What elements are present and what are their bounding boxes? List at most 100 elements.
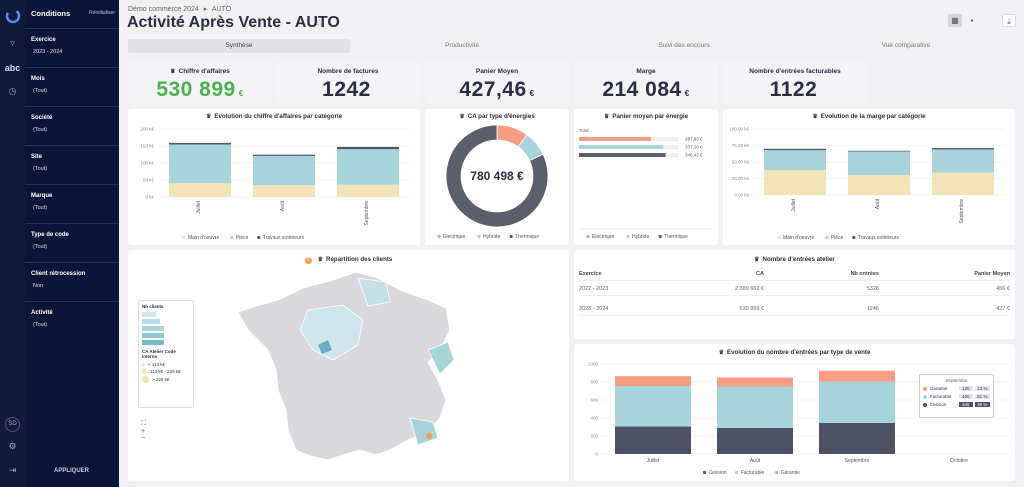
map-legend-value: 113 k€ - 226 k€ <box>150 369 181 374</box>
tooltip-row: Garantie 120 13 % <box>923 386 990 391</box>
table-header-cell[interactable]: CA <box>756 271 764 277</box>
kpi-label: Marge <box>636 68 656 75</box>
user-avatar[interactable]: SD <box>0 417 25 432</box>
legend-label: Hybride <box>632 234 649 240</box>
tooltip-row: Cession 345 36 % <box>923 402 990 407</box>
ca-energy-title: CA par type d'énergies <box>467 113 535 120</box>
filter-value[interactable]: (Tout) <box>33 244 48 250</box>
filter-label: Mois <box>31 76 45 82</box>
table-cell: 5326 <box>866 286 879 292</box>
y-tick-label: 0 k€ <box>145 195 154 200</box>
bar-thermique <box>579 153 666 157</box>
filter-icon[interactable]: ▿ <box>10 38 15 48</box>
apply-button[interactable]: APPLIQUER <box>54 468 90 474</box>
favorite-star-icon[interactable]: ☆ <box>315 18 324 29</box>
crown-icon: ♛ <box>754 257 760 263</box>
list-view-icon[interactable]: ▪ <box>965 14 979 27</box>
filter-group[interactable]: Exercice 2023 - 2024 <box>25 28 119 67</box>
tab-3[interactable]: Vue comparative <box>881 42 931 49</box>
download-icon[interactable]: ⤓ <box>1002 14 1016 27</box>
legend-label: Main d'oeuvre <box>188 235 219 241</box>
y-tick-label: 75,00 k€ <box>732 143 750 148</box>
abc-icon[interactable]: abc <box>4 63 21 73</box>
table-row[interactable]: 2022 - 2023 2 389 662 € 5326 456 € <box>579 283 1010 296</box>
breadcrumb-page[interactable]: AUTO <box>211 6 232 13</box>
filter-group[interactable]: Société (Tout) <box>25 106 119 145</box>
table-header-cell[interactable]: Nb entrées <box>850 271 879 277</box>
zoom-in-button[interactable]: + <box>141 428 146 435</box>
tooltip-label: Cession <box>929 402 947 407</box>
y-tick-label: 150 k€ <box>140 144 154 149</box>
tab-0[interactable]: Synthèse <box>128 39 350 53</box>
tooltip-count: 120 <box>958 386 973 391</box>
kpi-card: Marge 214 084 € <box>574 61 718 104</box>
ca-category-chart: 0 k€ 50 k€ 100 k€ 150 k€ 200 k€ Juillet Août Se… <box>140 127 410 241</box>
filter-group[interactable]: Client rétrocession Non <box>25 262 119 301</box>
tab-1[interactable]: Productivité <box>445 42 479 49</box>
settings-gear-icon[interactable]: ⚙ <box>8 441 17 451</box>
table-header-cell[interactable]: Exercice <box>579 271 602 277</box>
legend-marker <box>182 235 186 240</box>
filter-value[interactable]: (Tout) <box>33 127 48 133</box>
filter-group[interactable]: Site (Tout) <box>25 145 119 184</box>
kpi-card: Panier Moyen 427,46 € <box>425 61 569 104</box>
ca-category-title: Evolution du chiffre d'affaires par caté… <box>214 113 343 120</box>
panier-energy-title: Panier moyen par énergie <box>612 113 689 120</box>
filters-title: Conditions <box>31 9 71 18</box>
table-header-cell[interactable]: Panier Moyen <box>974 271 1010 277</box>
map-legend-item: < 113 k€ <box>142 362 190 367</box>
icon-rail: ▿ abc ◷ SD ⚙ ⇥ <box>0 0 25 487</box>
filter-value[interactable]: 2023 - 2024 <box>33 49 63 55</box>
help-icon[interactable]: ? <box>304 257 312 264</box>
bar-facturable <box>717 386 793 428</box>
reset-button[interactable]: Réinitialiser <box>89 10 115 16</box>
breadcrumb-project[interactable]: Démo commerce 2024 <box>128 6 199 13</box>
zoom-out-button[interactable]: − <box>141 435 146 442</box>
table-row[interactable]: 2023 - 2024 530 899 € 1246 427 € <box>579 303 1010 316</box>
legend-label: Travaux extérieurs <box>263 235 305 241</box>
kpi-value: 427,46 <box>459 78 527 101</box>
y-tick-label: 200 <box>590 434 598 439</box>
legend-label: Hybride <box>483 234 500 240</box>
fit-icon[interactable]: ⛶ <box>141 420 146 427</box>
legend-marker <box>230 235 234 240</box>
bar-main-d-oeuvre <box>253 185 315 197</box>
bar-pi-ce <box>932 149 994 173</box>
grid-view-icon[interactable]: ▦ <box>948 14 962 27</box>
legend-marker <box>626 234 630 239</box>
logout-icon[interactable]: ⇥ <box>8 465 17 475</box>
crown-icon: ♛ <box>459 114 465 120</box>
y-tick-label: 1000 <box>588 362 599 367</box>
filter-value[interactable]: (Tout) <box>33 322 48 328</box>
filter-label: Activité <box>31 310 53 316</box>
legend-marker <box>477 234 481 239</box>
entries-table-title: Nombre d'entrées atelier <box>762 256 835 263</box>
filter-group[interactable]: Mois (Tout) <box>25 67 119 106</box>
x-tick-label: Octobre <box>950 458 968 464</box>
crown-icon: ♛ <box>205 114 212 120</box>
clock-icon[interactable]: ◷ <box>8 86 17 96</box>
filter-group[interactable]: Type de code (Tout) <box>25 223 119 262</box>
filter-value[interactable]: Non <box>33 283 44 289</box>
map-legend-item: > 226 k€ <box>142 376 190 383</box>
y-tick-label: 200 k€ <box>140 127 154 132</box>
legend-label: Travaux extérieurs <box>858 235 900 241</box>
kpi-label: Panier Moyen <box>475 68 519 75</box>
table-cell: 2022 - 2023 <box>579 286 609 292</box>
filter-value[interactable]: (Tout) <box>33 205 48 211</box>
breadcrumb: Démo commerce 2024 ▸ AUTO <box>128 6 232 13</box>
filter-group[interactable]: Activité (Tout) <box>25 301 119 340</box>
y-tick-label: 100,00 k€ <box>729 127 749 132</box>
bar-garantie <box>819 370 895 382</box>
france-map[interactable] <box>128 250 569 481</box>
tooltip-pct: 51 % <box>974 394 990 399</box>
filter-value[interactable]: (Tout) <box>33 166 48 172</box>
kpi-value: 1242 <box>322 78 371 101</box>
filter-value[interactable]: (Tout) <box>33 88 48 94</box>
legend-marker <box>702 470 707 475</box>
map-legend-value: < 113 k€ <box>148 362 166 367</box>
legend-marker <box>257 235 261 240</box>
logo-icon[interactable] <box>0 8 25 26</box>
tab-2[interactable]: Suivi des encours <box>658 42 710 49</box>
filter-group[interactable]: Marque (Tout) <box>25 184 119 223</box>
